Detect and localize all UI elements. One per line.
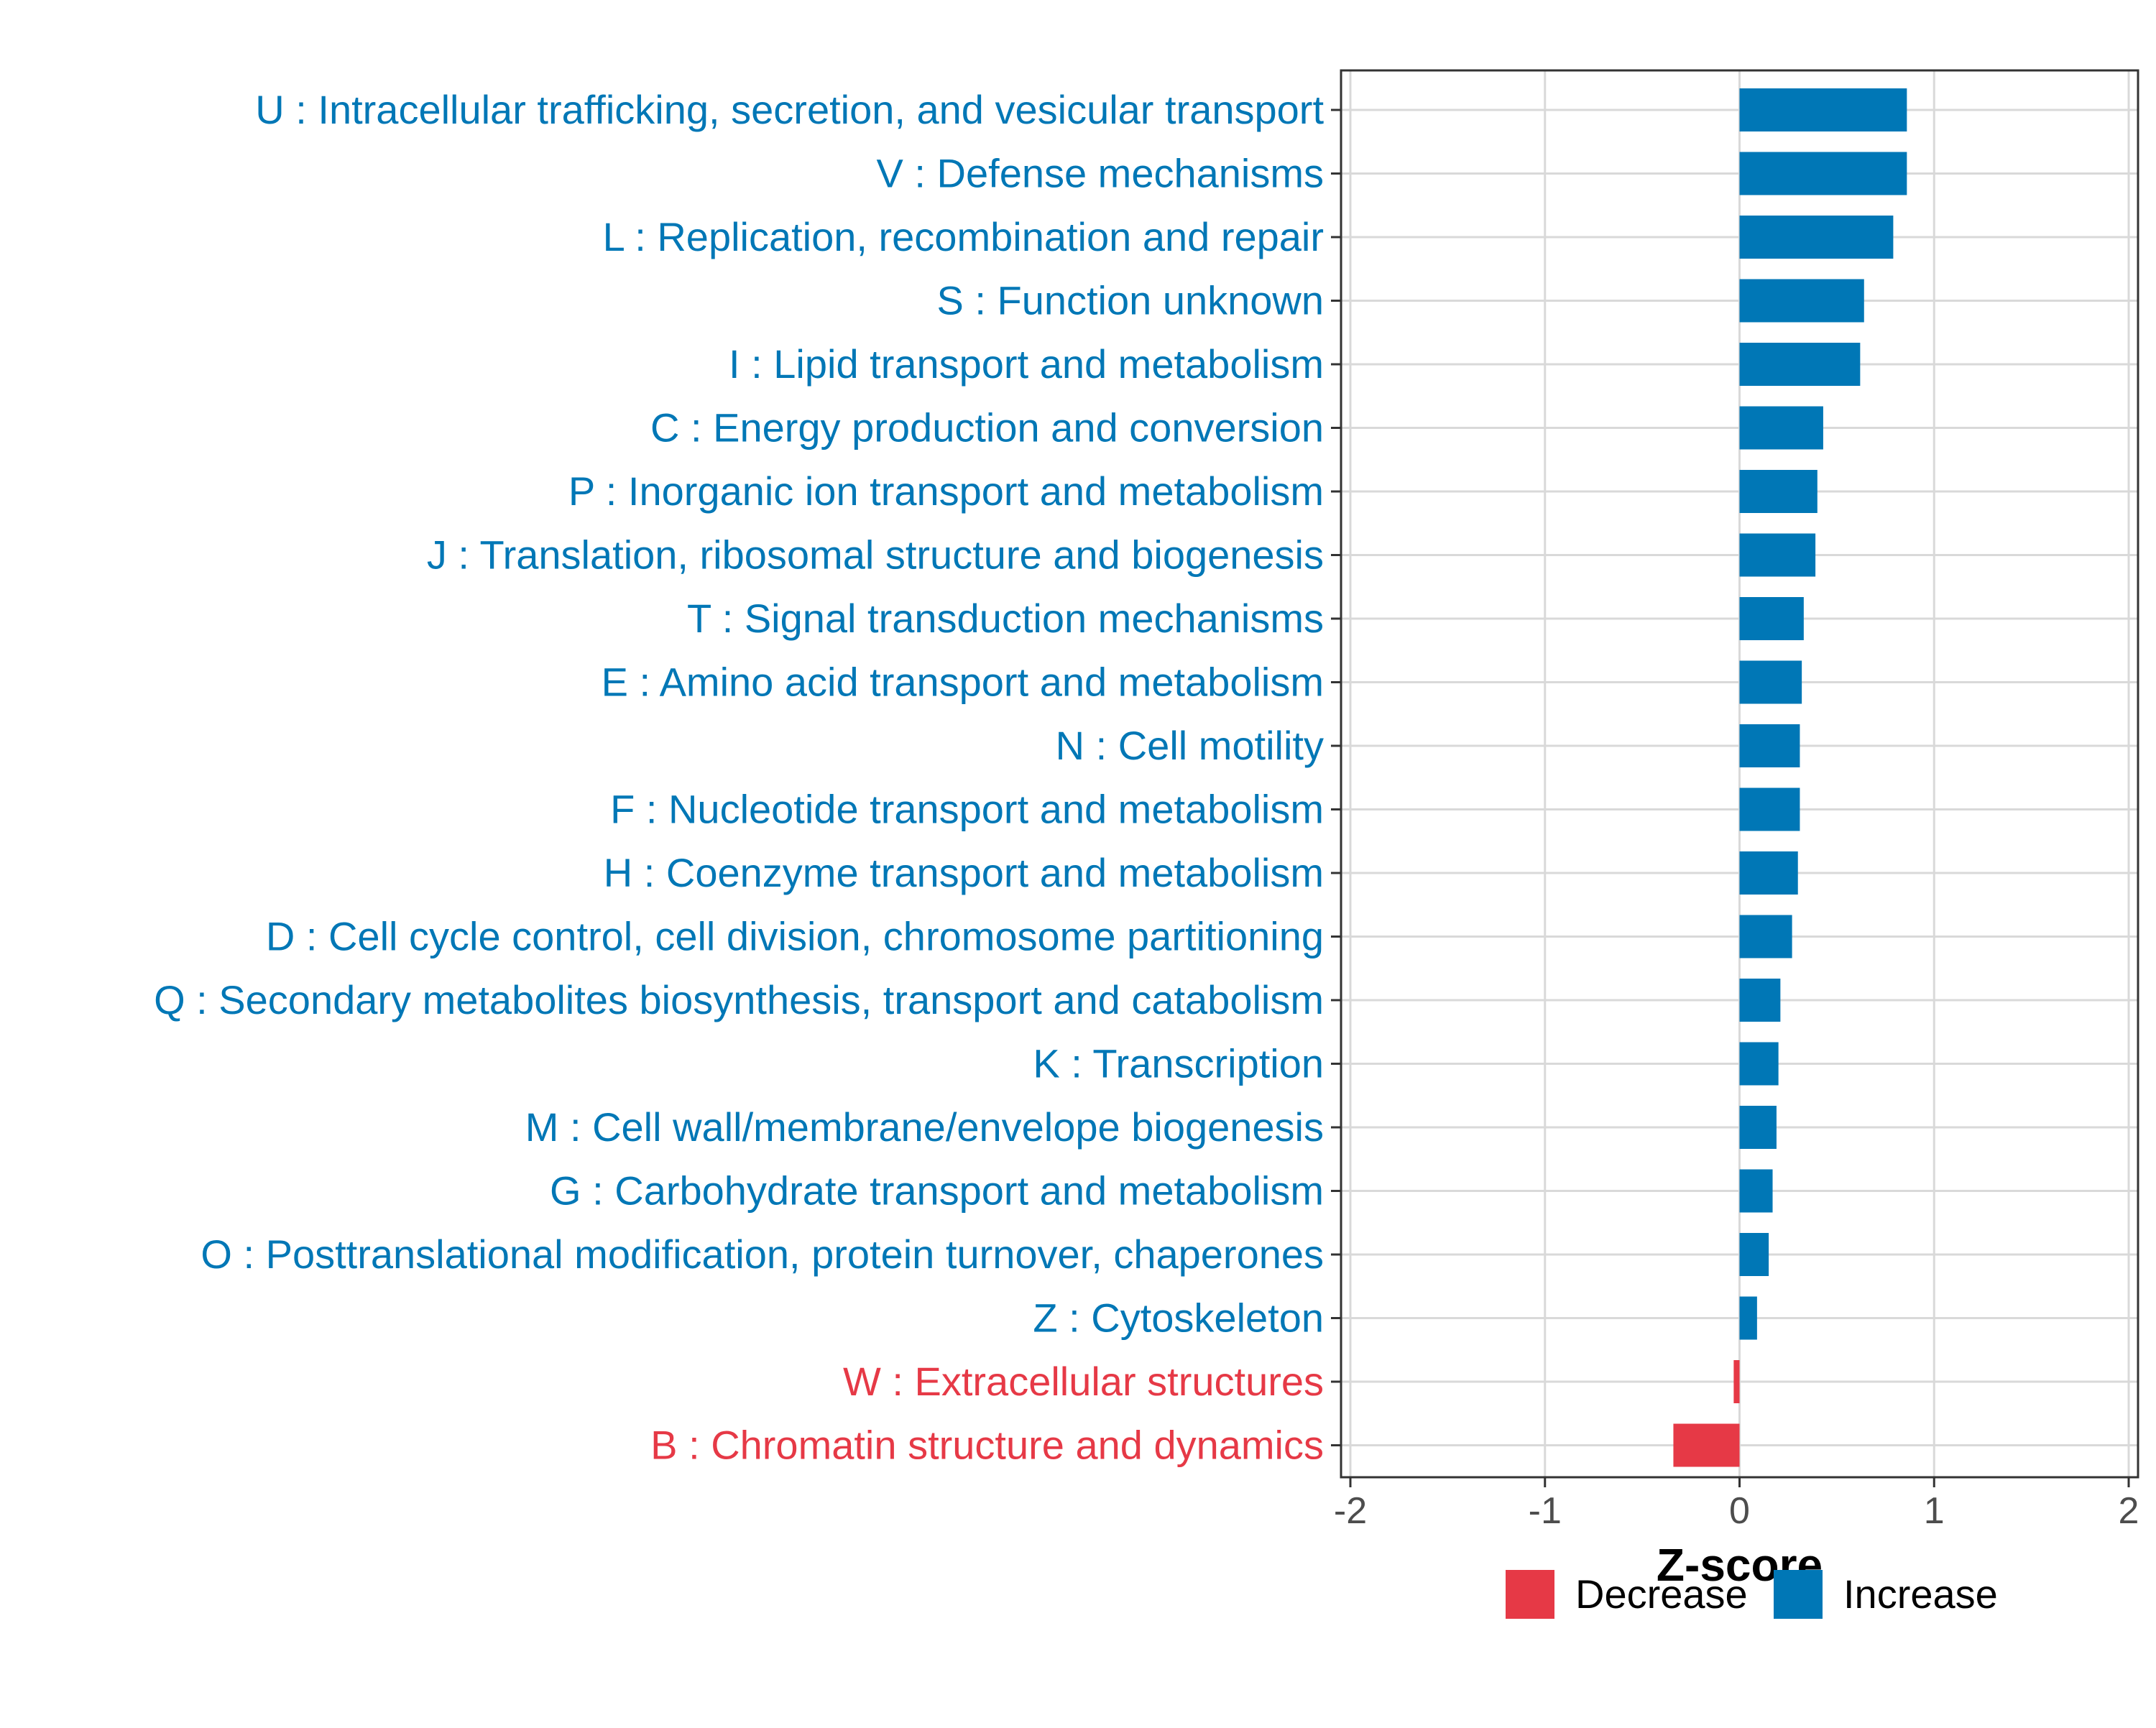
- bar: [1733, 1360, 1740, 1403]
- legend-label: Decrease: [1575, 1571, 1748, 1617]
- category-label: P : Inorganic ion transport and metaboli…: [568, 468, 1324, 514]
- bar: [1673, 1423, 1740, 1467]
- bar: [1739, 343, 1861, 386]
- category-label: H : Coenzyme transport and metabolism: [604, 850, 1324, 895]
- bar: [1739, 979, 1781, 1022]
- x-tick-label: -2: [1334, 1490, 1367, 1532]
- x-tick-label: 1: [1924, 1490, 1945, 1532]
- category-label: D : Cell cycle control, cell division, c…: [266, 914, 1324, 959]
- category-label: U : Intracellular trafficking, secretion…: [255, 87, 1324, 132]
- category-label: S : Function unknown: [936, 278, 1324, 323]
- category-label: Q : Secondary metabolites biosynthesis, …: [154, 977, 1324, 1022]
- x-tick-label: 0: [1729, 1490, 1750, 1532]
- bar: [1739, 1233, 1769, 1276]
- category-label: I : Lipid transport and metabolism: [729, 341, 1324, 387]
- category-label: T : Signal transduction mechanisms: [687, 596, 1324, 641]
- bar: [1739, 660, 1802, 704]
- bar: [1739, 533, 1816, 577]
- bar: [1739, 1042, 1779, 1086]
- category-label: E : Amino acid transport and metabolism: [602, 660, 1324, 705]
- bar-layer: [1673, 88, 1907, 1467]
- category-label: B : Chromatin structure and dynamics: [650, 1423, 1324, 1468]
- category-label: K : Transcription: [1033, 1041, 1324, 1086]
- category-label: C : Energy production and conversion: [650, 405, 1324, 451]
- category-label-layer: U : Intracellular trafficking, secretion…: [154, 87, 1324, 1468]
- category-label: J : Translation, ribosomal structure and…: [427, 532, 1324, 578]
- bar: [1739, 851, 1798, 895]
- bar: [1739, 597, 1804, 640]
- category-label: M : Cell wall/membrane/envelope biogenes…: [525, 1104, 1324, 1150]
- bar: [1739, 915, 1792, 958]
- bar: [1739, 470, 1818, 513]
- axis-layer: -2 -1 0 1 2Z-score: [1331, 69, 2139, 1591]
- bar: [1739, 1296, 1757, 1340]
- bar: [1739, 88, 1907, 131]
- bar: [1739, 279, 1864, 323]
- category-label: L : Replication, recombination and repai…: [603, 214, 1324, 259]
- bar: [1739, 1169, 1773, 1213]
- bar: [1739, 216, 1894, 259]
- legend-label: Increase: [1843, 1571, 1998, 1617]
- bar: [1739, 1106, 1777, 1149]
- category-label: N : Cell motility: [1056, 723, 1324, 768]
- bar: [1739, 406, 1823, 450]
- bar: [1739, 724, 1800, 767]
- bar: [1739, 787, 1800, 831]
- category-label: G : Carbohydrate transport and metabolis…: [550, 1168, 1324, 1214]
- category-label: F : Nucleotide transport and metabolism: [610, 787, 1324, 832]
- legend: Decrease Increase: [1506, 1570, 1998, 1619]
- legend-swatch: [1774, 1570, 1823, 1619]
- x-tick-label: 2: [2119, 1490, 2139, 1532]
- category-label: V : Defense mechanisms: [877, 151, 1324, 196]
- x-tick-label: -1: [1529, 1490, 1562, 1532]
- bar: [1739, 152, 1907, 195]
- category-label: Z : Cytoskeleton: [1033, 1295, 1324, 1341]
- category-label: W : Extracellular structures: [843, 1359, 1324, 1404]
- legend-swatch: [1506, 1570, 1554, 1619]
- category-label: O : Posttranslational modification, prot…: [201, 1232, 1324, 1277]
